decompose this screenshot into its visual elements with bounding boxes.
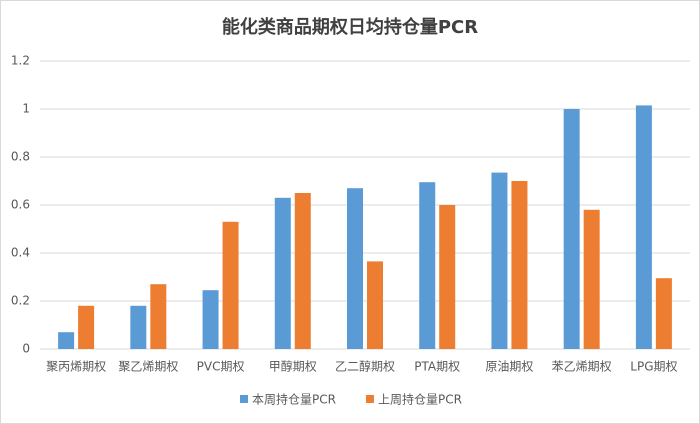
bar bbox=[491, 172, 508, 349]
bar bbox=[347, 188, 363, 349]
y-tick-label: 0.2 bbox=[11, 294, 30, 308]
x-tick-label: PTA期权 bbox=[414, 360, 460, 374]
y-tick-label: 0.4 bbox=[11, 246, 30, 260]
x-tick-label: LPG期权 bbox=[630, 360, 677, 374]
y-tick-label: 0.6 bbox=[11, 198, 30, 212]
bar bbox=[130, 305, 147, 349]
bar bbox=[367, 261, 383, 349]
bar bbox=[202, 290, 219, 349]
bar bbox=[419, 182, 436, 349]
legend-label: 本周持仓量PCR bbox=[252, 392, 336, 407]
y-tick-label: 1 bbox=[22, 102, 30, 116]
bar bbox=[294, 193, 311, 349]
bar bbox=[274, 197, 291, 349]
bar bbox=[78, 305, 95, 349]
x-tick-label: PVC期权 bbox=[197, 360, 245, 374]
x-tick-label: 甲醇期权 bbox=[269, 359, 317, 374]
x-tick-label: 乙二醇期权 bbox=[335, 359, 395, 374]
bar bbox=[583, 209, 600, 349]
y-tick-label: 1.2 bbox=[11, 54, 30, 68]
legend-label: 上周持仓量PCR bbox=[378, 392, 462, 407]
bar bbox=[563, 109, 580, 349]
bar bbox=[655, 278, 672, 349]
bar bbox=[222, 221, 239, 349]
x-tick-label: 苯乙烯期权 bbox=[552, 360, 612, 374]
bar bbox=[439, 205, 456, 349]
legend-swatch bbox=[365, 395, 374, 403]
legend-swatch bbox=[240, 395, 248, 403]
bar bbox=[58, 332, 75, 349]
bar bbox=[635, 105, 652, 350]
chart-title: 能化类商品期权日均持仓量PCR bbox=[222, 16, 478, 38]
y-tick-label: 0 bbox=[22, 342, 30, 356]
x-tick-label: 原油期权 bbox=[485, 360, 533, 374]
x-tick-label: 聚乙烯期权 bbox=[118, 360, 178, 374]
bar bbox=[150, 284, 167, 349]
bar bbox=[511, 181, 528, 349]
y-tick-label: 0.8 bbox=[11, 150, 30, 164]
x-tick-label: 聚丙烯期权 bbox=[46, 360, 106, 374]
